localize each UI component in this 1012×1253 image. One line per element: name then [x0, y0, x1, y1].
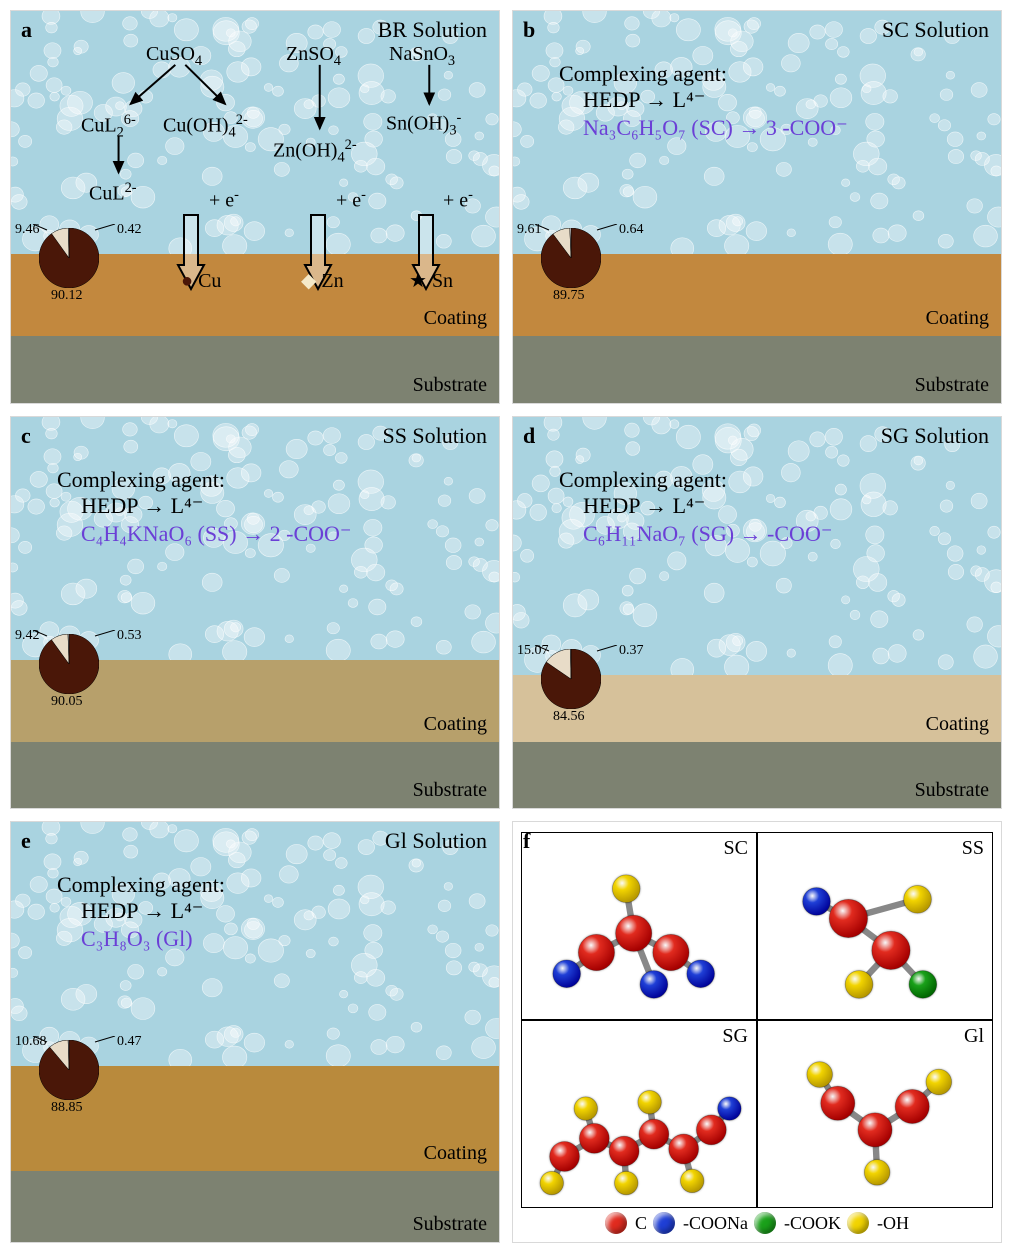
- legend-text-oh: -OH: [877, 1213, 909, 1234]
- substrate-label: Substrate: [915, 779, 989, 802]
- substrate-label: Substrate: [915, 374, 989, 397]
- cuoh4: Cu(OH)42-: [163, 111, 248, 143]
- snoh3: Sn(OH)3-: [386, 109, 461, 141]
- panel-title: Gl Solution: [385, 828, 487, 854]
- panel-letter: d: [523, 423, 535, 449]
- panel-title: SS Solution: [382, 423, 487, 449]
- legend-ball-c: [605, 1212, 627, 1234]
- cuso4: CuSO4: [146, 41, 202, 71]
- substrate-layer: Substrate: [513, 336, 1001, 403]
- complexing-agent-block: Complexing agent: HEDP → L⁴⁻ C₃H₈O₃ (Gl): [57, 872, 225, 952]
- panel-f: f SC: [512, 821, 1002, 1243]
- agent-line-1: HEDP → L⁴⁻: [81, 493, 352, 519]
- cul2: CuL2-: [89, 179, 137, 208]
- agent-heading: Complexing agent:: [559, 61, 848, 87]
- legend-text-c: C: [635, 1213, 647, 1234]
- agent-compound: C₄H₄KNaO₆ (SS) → 2 -COO⁻: [81, 521, 352, 547]
- znso4: ZnSO4: [286, 41, 341, 71]
- molecule-label: Gl: [964, 1025, 984, 1048]
- substrate-label: Substrate: [413, 779, 487, 802]
- agent-heading: Complexing agent:: [57, 467, 352, 493]
- panel-letter: c: [21, 423, 31, 449]
- legend: C -COONa -COOK -OH: [521, 1208, 993, 1238]
- molecule-ss: SS: [757, 832, 993, 1020]
- panel-title: BR Solution: [378, 17, 487, 43]
- pie-cu-label: 88.85: [51, 1100, 83, 1116]
- panel-e: Coating Substrate e Gl Solution 10.680.4…: [10, 821, 500, 1243]
- agent-line-1: HEDP → L⁴⁻: [81, 898, 225, 924]
- panel-a: Coating Substrate a BR Solution 9.460.42…: [10, 10, 500, 404]
- pie-leaders: [513, 224, 671, 319]
- pie-leaders: [11, 630, 169, 725]
- sn-marker: ★ Sn: [409, 268, 453, 295]
- complexing-agent-block: Complexing agent: HEDP → L⁴⁻ Na₃C₆H₅O₇ (…: [559, 61, 848, 141]
- molecule-label: SC: [724, 837, 748, 860]
- panel-letter: f: [523, 828, 530, 854]
- pie-cu-label: 89.75: [553, 288, 585, 304]
- legend-text-coona: -COONa: [683, 1213, 748, 1234]
- legend-text-cook: -COOK: [784, 1213, 841, 1234]
- legend-ball-cook: [754, 1212, 776, 1234]
- complexing-agent-block: Complexing agent: HEDP → L⁴⁻ C₄H₄KNaO₆ (…: [57, 467, 352, 547]
- pie-cu-label: 90.05: [51, 694, 83, 710]
- panel-title: SG Solution: [881, 423, 989, 449]
- panel-b: Coating Substrate b SC Solution 9.610.64…: [512, 10, 1002, 404]
- complexing-agent-block: Complexing agent: HEDP → L⁴⁻ C₆H₁₁NaO₇ (…: [559, 467, 832, 547]
- agent-line-1: HEDP → L⁴⁻: [583, 87, 848, 113]
- agent-heading: Complexing agent:: [57, 872, 225, 898]
- plus-e-2: + e-: [336, 186, 366, 215]
- agent-compound: C₃H₈O₃ (Gl): [81, 926, 225, 952]
- panel-letter: e: [21, 828, 31, 854]
- cul26: CuL26-: [81, 111, 136, 143]
- agent-heading: Complexing agent:: [559, 467, 832, 493]
- znoh4: Zn(OH)42-: [273, 136, 357, 168]
- panel-letter: b: [523, 17, 535, 43]
- panel-c: Coating Substrate c SS Solution 9.420.53…: [10, 416, 500, 810]
- molecule-sc: SC: [521, 832, 757, 1020]
- legend-ball-oh: [847, 1212, 869, 1234]
- coating-label: Coating: [926, 713, 989, 736]
- agent-compound: Na₃C₆H₅O₇ (SC) → 3 -COO⁻: [583, 115, 848, 141]
- pie-leaders: [513, 645, 671, 740]
- substrate-layer: Substrate: [513, 742, 1001, 809]
- molecule-label: SG: [722, 1025, 748, 1048]
- substrate-layer: Substrate: [11, 742, 499, 809]
- plus-e-1: + e-: [209, 186, 239, 215]
- panel-title: SC Solution: [882, 17, 989, 43]
- panel-letter: a: [21, 17, 32, 43]
- nasno3: NaSnO3: [389, 41, 455, 71]
- molecule-sg: SG: [521, 1020, 757, 1208]
- plus-e-3: + e-: [443, 186, 473, 215]
- molecule-label: SS: [962, 837, 984, 860]
- legend-ball-coona: [653, 1212, 675, 1234]
- molecule-gl: Gl: [757, 1020, 993, 1208]
- zn-marker: ◆ Zn: [301, 268, 344, 295]
- pie-leaders: [11, 1036, 169, 1131]
- cu-marker: ● Cu: [181, 268, 221, 295]
- panel-d: Coating Substrate d SG Solution 15.070.3…: [512, 416, 1002, 810]
- agent-line-1: HEDP → L⁴⁻: [583, 493, 832, 519]
- coating-label: Coating: [424, 713, 487, 736]
- substrate-layer: Substrate: [11, 1171, 499, 1242]
- substrate-label: Substrate: [413, 1213, 487, 1236]
- pie-cu-label: 84.56: [553, 709, 585, 725]
- coating-label: Coating: [926, 307, 989, 330]
- agent-compound: C₆H₁₁NaO₇ (SG) → -COO⁻: [583, 521, 832, 547]
- coating-label: Coating: [424, 1142, 487, 1165]
